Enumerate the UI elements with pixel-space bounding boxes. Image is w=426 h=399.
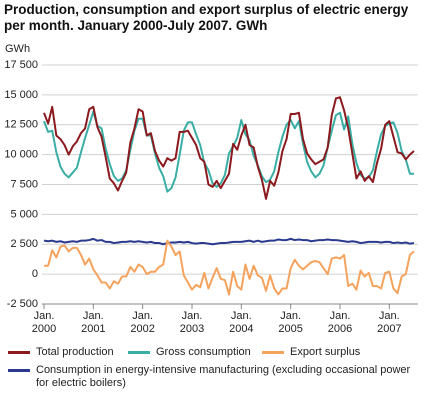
y-tick-label: 15 000 [4, 89, 38, 101]
legend-label: Export surplus [290, 346, 361, 358]
y-tick-label: -2 500 [7, 298, 38, 310]
y-tick-label: 0 [32, 268, 38, 280]
y-tick-label: 7 500 [10, 178, 38, 190]
legend-swatch [8, 351, 30, 354]
y-axis-label: GWh [5, 43, 30, 55]
x-tick-label: Jan. 2000 [31, 310, 57, 335]
legend-swatch [262, 351, 284, 354]
x-tick-label: Jan. 2006 [327, 310, 353, 335]
x-tick-label: Jan. 2005 [278, 310, 303, 335]
y-tick-label: 12 500 [4, 119, 38, 131]
x-tick-label: Jan. 2007 [377, 310, 402, 335]
legend-label: Gross consumption [156, 346, 251, 358]
legend-label: Total production [36, 346, 114, 358]
chart-title: Production, consumption and export surpl… [4, 2, 409, 33]
x-tick-label: Jan. 2002 [130, 310, 155, 335]
series-line [44, 239, 415, 296]
y-tick-label: 2 500 [10, 238, 38, 250]
y-tick-label: 17 500 [4, 59, 38, 71]
legend-label: Consumption in energy-intensive manufact… [36, 364, 411, 389]
y-tick-label: 10 000 [4, 149, 38, 161]
y-tick-label: 5 000 [10, 208, 38, 220]
series-line [43, 110, 414, 193]
x-tick-label: Jan. 2001 [81, 310, 106, 335]
series-line [43, 237, 415, 246]
series-line [43, 96, 415, 200]
legend-swatch [8, 369, 30, 372]
x-tick-label: Jan. 2004 [229, 310, 254, 335]
x-tick-label: Jan. 2003 [179, 310, 205, 335]
legend-swatch [128, 351, 150, 354]
